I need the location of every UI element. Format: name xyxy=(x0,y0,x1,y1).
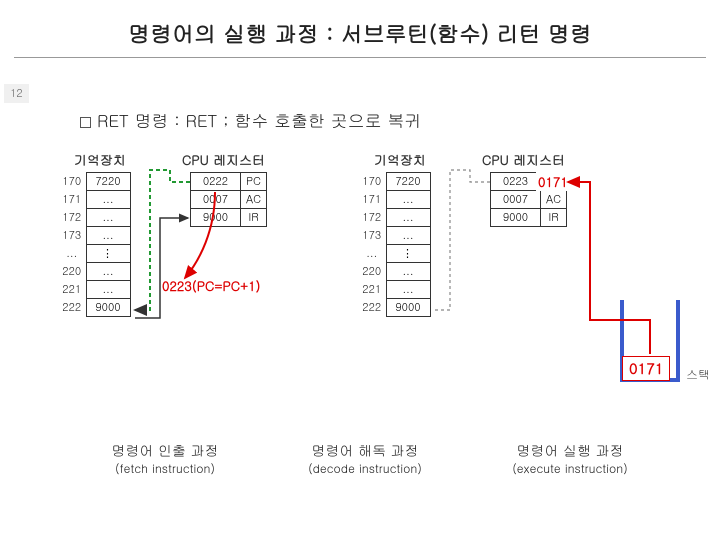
mem-val: ... xyxy=(386,191,430,209)
mem-addr: 172 xyxy=(360,209,386,227)
table-row: ...⋮ xyxy=(60,245,130,263)
ir-value: 9000 xyxy=(491,209,541,227)
pc-value: 0223 xyxy=(491,173,541,191)
table-row: ...⋮ xyxy=(360,245,430,263)
mem-val: ⋮ xyxy=(386,245,430,263)
cpu-register-label: CPU 레지스터 xyxy=(182,150,265,169)
table-row: 220... xyxy=(360,263,430,281)
fetch-caption-ko: 명령어 인출 과정 xyxy=(90,440,240,460)
decode-caption-ko: 명령어 해독 과정 xyxy=(285,440,445,460)
ac-value: 0007 xyxy=(191,191,241,209)
mem-addr: 170 xyxy=(60,173,86,191)
mem-addr: 171 xyxy=(60,191,86,209)
table-row: 9000IR xyxy=(491,209,567,227)
pc-increment-annotation: 0223(PC=PC+1) xyxy=(162,276,261,295)
table-row: 171... xyxy=(60,191,130,209)
mem-val: ... xyxy=(86,209,130,227)
mem-addr: 170 xyxy=(360,173,386,191)
memory-label: 기억장치 xyxy=(74,150,126,169)
stage-fetch: 기억장치 CPU 레지스터 1707220 171... 172... 173.… xyxy=(60,150,290,440)
table-row: 0007AC xyxy=(491,191,567,209)
ir-label: IR xyxy=(241,209,267,227)
mem-addr: 221 xyxy=(360,281,386,299)
table-row: 221... xyxy=(60,281,130,299)
register-table: 0222PC 0007AC 9000IR xyxy=(190,172,267,227)
table-row: 1707220 xyxy=(60,173,130,191)
fetch-caption: 명령어 인출 과정 (fetch instruction) xyxy=(90,440,240,477)
memory-label: 기억장치 xyxy=(374,150,426,169)
table-row: 221... xyxy=(360,281,430,299)
mem-val: 9000 xyxy=(86,299,130,317)
pc-label: PC xyxy=(241,173,267,191)
fetch-caption-en: (fetch instruction) xyxy=(90,460,240,477)
bullet-box-icon xyxy=(80,117,91,128)
cpu-register-label: CPU 레지스터 xyxy=(482,150,565,169)
execute-caption-ko: 명령어 실행 과정 xyxy=(490,440,650,460)
table-row: 2229000 xyxy=(360,299,430,317)
table-row: 173... xyxy=(360,227,430,245)
mem-addr: 222 xyxy=(360,299,386,317)
table-row: 0222PC xyxy=(191,173,267,191)
pc-value: 0222 xyxy=(191,173,241,191)
stack-label: 스택 xyxy=(686,366,710,383)
ir-value: 9000 xyxy=(191,209,241,227)
mem-val: 7220 xyxy=(86,173,130,191)
mem-val: ... xyxy=(386,227,430,245)
table-row: 9000IR xyxy=(191,209,267,227)
mem-addr: ... xyxy=(60,245,86,263)
slide-number: 12 xyxy=(4,84,29,103)
page-title: 명령어의 실행 과정 : 서브루틴(함수) 리턴 명령 xyxy=(0,0,720,57)
mem-addr: 173 xyxy=(360,227,386,245)
decode-caption: 명령어 해독 과정 (decode instruction) xyxy=(285,440,445,477)
ir-label: IR xyxy=(541,209,567,227)
table-row: 0007AC xyxy=(191,191,267,209)
table-row: 172... xyxy=(60,209,130,227)
mem-addr: 172 xyxy=(60,209,86,227)
mem-addr: 173 xyxy=(60,227,86,245)
mem-val: ⋮ xyxy=(86,245,130,263)
mem-val: ... xyxy=(86,263,130,281)
memory-table: 1707220 171... 172... 173... ...⋮ 220...… xyxy=(360,172,431,317)
memory-table: 1707220 171... 172... 173... ...⋮ 220...… xyxy=(60,172,131,317)
mem-val: ... xyxy=(386,209,430,227)
mem-addr: 222 xyxy=(60,299,86,317)
mem-addr: 171 xyxy=(360,191,386,209)
table-row: 1707220 xyxy=(360,173,430,191)
subtitle-text: RET 명령 : RET ; 함수 호출한 곳으로 복귀 xyxy=(97,108,421,132)
ac-label: AC xyxy=(541,191,567,209)
stack-right-wall xyxy=(676,300,680,380)
ac-label: AC xyxy=(241,191,267,209)
table-row: 173... xyxy=(60,227,130,245)
ac-value: 0007 xyxy=(491,191,541,209)
pc-overlay-value: 0171 xyxy=(536,172,570,191)
execute-caption-en: (execute instruction) xyxy=(490,460,650,477)
table-row: 220... xyxy=(60,263,130,281)
table-row: 171... xyxy=(360,191,430,209)
decode-caption-en: (decode instruction) xyxy=(285,460,445,477)
mem-val: 7220 xyxy=(386,173,430,191)
mem-addr: 220 xyxy=(60,263,86,281)
mem-val: ... xyxy=(86,281,130,299)
title-underline xyxy=(14,57,706,58)
mem-val: ... xyxy=(386,281,430,299)
stack-pop-value: 0171 xyxy=(622,356,670,381)
stage-execute: 기억장치 CPU 레지스터 1707220 171... 172... 173.… xyxy=(360,150,590,440)
table-row: 2229000 xyxy=(60,299,130,317)
mem-val: ... xyxy=(86,227,130,245)
mem-val: ... xyxy=(386,263,430,281)
subtitle: RET 명령 : RET ; 함수 호출한 곳으로 복귀 xyxy=(80,108,421,132)
execute-caption: 명령어 실행 과정 (execute instruction) xyxy=(490,440,650,477)
mem-addr: 220 xyxy=(360,263,386,281)
table-row: 172... xyxy=(360,209,430,227)
mem-val: ... xyxy=(86,191,130,209)
mem-addr: 221 xyxy=(60,281,86,299)
mem-val: 9000 xyxy=(386,299,430,317)
mem-addr: ... xyxy=(360,245,386,263)
